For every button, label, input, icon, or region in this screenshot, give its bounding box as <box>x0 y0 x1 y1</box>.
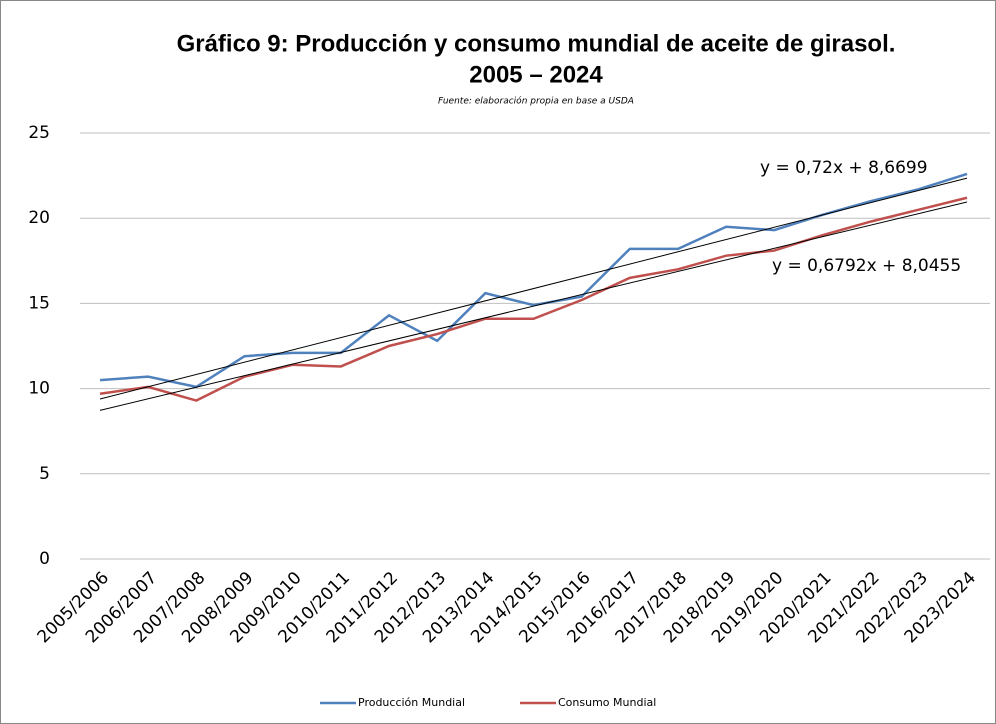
y-tick-label: 20 <box>28 208 50 228</box>
y-tick-label: 0 <box>39 549 50 569</box>
chart-title: 2005 – 2024 <box>469 61 603 88</box>
legend-label: Producción Mundial <box>358 696 465 709</box>
chart-title: Gráfico 9: Producción y consumo mundial … <box>177 30 896 57</box>
y-tick-label: 5 <box>39 464 50 484</box>
trendline <box>99 201 968 411</box>
trendline-label: y = 0,6792x + 8,0455 <box>772 256 961 276</box>
trendline-label: y = 0,72x + 8,6699 <box>760 158 928 178</box>
y-tick-label: 15 <box>28 293 50 313</box>
chart-subtitle: Fuente: elaboración propia en base a USD… <box>438 96 634 107</box>
legend-label: Consumo Mundial <box>558 696 656 709</box>
y-tick-label: 25 <box>28 123 50 143</box>
trendline <box>99 177 968 400</box>
series-line <box>99 196 968 402</box>
y-tick-label: 10 <box>28 379 50 399</box>
